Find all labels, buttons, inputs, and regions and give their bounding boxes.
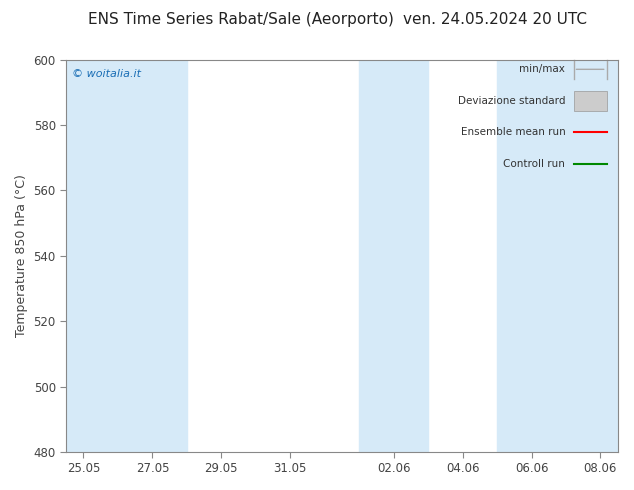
Bar xyxy=(66,59,118,452)
Y-axis label: Temperature 850 hPa (°C): Temperature 850 hPa (°C) xyxy=(15,174,28,337)
Text: min/max: min/max xyxy=(519,64,566,74)
Bar xyxy=(497,59,618,452)
Text: Controll run: Controll run xyxy=(503,159,566,169)
Bar xyxy=(359,59,428,452)
Text: Ensemble mean run: Ensemble mean run xyxy=(460,127,566,137)
Text: Deviazione standard: Deviazione standard xyxy=(458,96,566,106)
Text: ENS Time Series Rabat/Sale (Aeorporto): ENS Time Series Rabat/Sale (Aeorporto) xyxy=(88,12,394,27)
Bar xyxy=(118,59,187,452)
Text: © woitalia.it: © woitalia.it xyxy=(72,69,141,79)
Text: ven. 24.05.2024 20 UTC: ven. 24.05.2024 20 UTC xyxy=(403,12,586,27)
FancyBboxPatch shape xyxy=(574,91,607,111)
